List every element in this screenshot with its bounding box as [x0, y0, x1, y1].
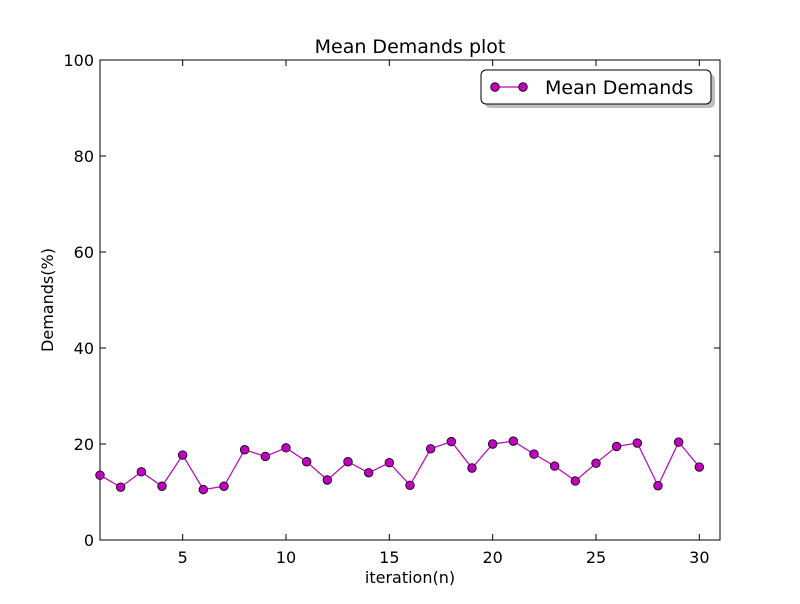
- data-point: [384, 458, 395, 468]
- legend-box: [480, 69, 712, 105]
- data-point: [611, 441, 622, 452]
- data-point: [239, 445, 250, 455]
- data-point: [508, 436, 519, 446]
- y-tick-label: 80: [74, 147, 94, 166]
- data-point: [157, 481, 167, 491]
- x-tick-label: 10: [276, 548, 296, 567]
- x-tick-label: 25: [586, 548, 606, 567]
- data-point: [570, 476, 581, 486]
- x-tick-label: 15: [379, 548, 399, 567]
- data-point: [219, 481, 229, 491]
- axes: 5 10 15 20 25 30 0 20 40 60 80 100: [63, 51, 721, 567]
- x-tick-label: 30: [689, 548, 709, 567]
- data-point: [363, 468, 374, 478]
- x-tick-label: 20: [482, 548, 502, 567]
- legend-marker: [518, 82, 528, 92]
- y-tick-label: 0: [84, 531, 94, 550]
- series-line: [99, 440, 700, 491]
- data-point: [487, 439, 498, 449]
- x-axis-label: iteration(n): [365, 568, 455, 587]
- data-point: [467, 463, 477, 473]
- legend: Mean Demands: [480, 69, 715, 108]
- data-point: [343, 457, 353, 467]
- plot-frame: [99, 59, 721, 541]
- data-point: [694, 462, 705, 472]
- data-point: [95, 470, 105, 480]
- data-point: [673, 437, 684, 447]
- data-point: [260, 451, 271, 462]
- legend-marker: [490, 82, 500, 92]
- data-point: [136, 467, 147, 477]
- y-tick-label: 20: [74, 435, 94, 454]
- x-tick-label: 5: [178, 548, 188, 567]
- series-layer: [95, 436, 705, 495]
- data-point: [632, 438, 643, 448]
- data-point: [425, 444, 436, 454]
- data-point: [115, 482, 126, 492]
- data-point: [301, 457, 312, 467]
- data-point: [405, 480, 415, 490]
- data-point: [529, 449, 539, 459]
- data-point: [653, 481, 663, 491]
- data-point: [322, 475, 333, 485]
- data-point: [281, 443, 291, 453]
- y-tick-label: 60: [74, 243, 94, 262]
- legend-label: Mean Demands: [545, 77, 693, 99]
- data-point: [446, 436, 457, 447]
- chart-title: Mean Demands plot: [315, 36, 506, 58]
- data-point: [591, 458, 601, 468]
- y-tick-label: 40: [74, 339, 94, 358]
- y-axis-label: Demands(%): [38, 248, 57, 352]
- data-point: [177, 450, 188, 460]
- y-tick-label: 100: [63, 51, 94, 70]
- data-point: [549, 461, 560, 471]
- data-point: [198, 484, 209, 495]
